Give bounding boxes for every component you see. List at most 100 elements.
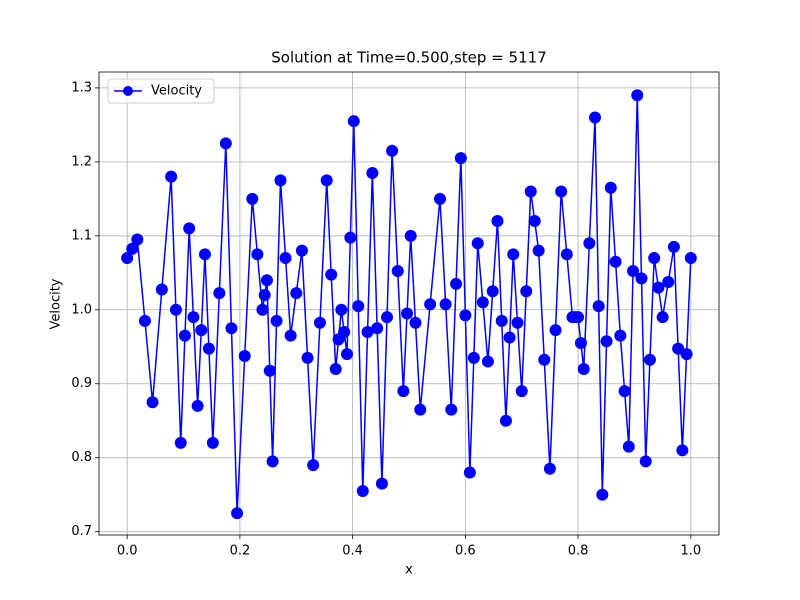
point	[662, 276, 675, 289]
point	[560, 248, 573, 261]
point	[126, 242, 139, 255]
point	[231, 507, 244, 520]
point	[589, 111, 601, 124]
point	[538, 353, 551, 366]
point	[684, 252, 697, 265]
point	[178, 329, 191, 342]
point	[672, 342, 685, 355]
point	[313, 316, 326, 329]
chart-title: Solution at Time=0.500,step = 5117	[271, 49, 546, 67]
point	[515, 385, 528, 398]
y-tick-label: 0.8	[71, 450, 92, 465]
point	[450, 277, 463, 290]
point	[155, 283, 168, 296]
point	[463, 466, 476, 479]
point	[471, 237, 484, 250]
point	[195, 324, 208, 337]
point	[592, 300, 605, 313]
point	[266, 455, 279, 468]
point	[397, 385, 410, 398]
point	[572, 311, 585, 324]
point	[627, 264, 640, 277]
point	[375, 477, 388, 490]
point	[600, 335, 613, 348]
point	[609, 255, 622, 268]
point	[648, 252, 661, 265]
point	[414, 403, 427, 416]
point	[213, 287, 226, 300]
point	[146, 396, 159, 409]
point	[577, 362, 590, 375]
x-tick-label: 1.0	[680, 544, 701, 559]
point	[532, 244, 545, 257]
axes-frame	[98, 71, 720, 536]
point	[676, 444, 689, 457]
point	[352, 300, 365, 313]
y-tick-label: 0.9	[71, 376, 92, 391]
point	[338, 325, 351, 338]
point	[121, 252, 134, 265]
y-tick-label: 1.0	[71, 302, 92, 317]
point	[574, 337, 587, 350]
point	[667, 240, 680, 253]
point	[439, 298, 452, 311]
x-tick-label: 0.6	[455, 544, 476, 559]
point	[604, 181, 617, 194]
point	[371, 322, 384, 335]
point	[260, 274, 273, 287]
point	[643, 353, 656, 366]
point	[635, 272, 648, 285]
point	[583, 237, 596, 250]
point	[507, 248, 520, 261]
point	[202, 342, 215, 355]
point	[652, 281, 665, 294]
point	[131, 233, 144, 246]
point	[263, 364, 276, 377]
point	[409, 316, 422, 329]
point	[596, 488, 609, 501]
point	[246, 192, 259, 205]
point	[238, 350, 251, 363]
point	[284, 329, 297, 342]
point	[187, 311, 200, 324]
point	[467, 351, 480, 364]
point	[528, 215, 541, 228]
point	[680, 348, 693, 361]
point	[307, 459, 320, 472]
point	[219, 137, 232, 150]
x-tick-label: 0.4	[342, 544, 363, 559]
point	[329, 362, 342, 375]
x-tick-label: 0.8	[568, 544, 589, 559]
y-axis-label: Velocity	[49, 278, 64, 329]
point	[356, 484, 369, 497]
y-tick-label: 1.1	[71, 228, 92, 243]
x-axis-label: x	[405, 563, 413, 578]
point	[165, 170, 178, 183]
y-tick-label: 0.7	[71, 524, 92, 539]
point	[503, 331, 516, 344]
point	[320, 174, 333, 187]
y-tick-label: 1.2	[71, 154, 92, 169]
point	[251, 248, 264, 261]
point	[191, 399, 204, 412]
point	[381, 311, 394, 324]
point	[656, 311, 669, 324]
point	[404, 229, 417, 242]
point	[454, 152, 467, 165]
point	[270, 314, 283, 327]
point	[511, 316, 524, 329]
point	[639, 455, 652, 468]
x-tick-label: 0.2	[230, 544, 251, 559]
point	[325, 268, 338, 281]
point	[301, 351, 314, 364]
point	[295, 244, 308, 257]
point	[476, 296, 489, 309]
legend-label: Velocity	[151, 84, 202, 99]
point	[491, 215, 504, 228]
point	[258, 288, 271, 301]
point	[361, 325, 374, 338]
point	[486, 285, 499, 298]
point	[543, 462, 556, 475]
point	[344, 231, 357, 244]
